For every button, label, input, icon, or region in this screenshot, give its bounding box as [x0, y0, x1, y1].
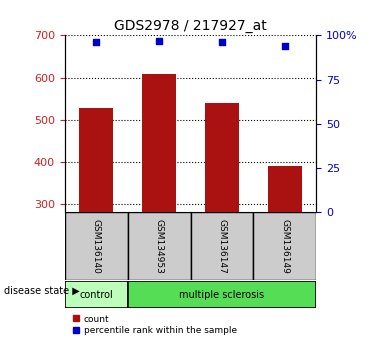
Title: GDS2978 / 217927_at: GDS2978 / 217927_at [114, 19, 267, 33]
Text: GSM136147: GSM136147 [218, 218, 226, 274]
Text: GSM136149: GSM136149 [280, 218, 289, 274]
Bar [142, 74, 176, 212]
Text: control: control [79, 290, 113, 300]
Point [282, 43, 288, 49]
Bar [79, 108, 114, 212]
Text: GSM134953: GSM134953 [155, 218, 164, 274]
Point [156, 38, 162, 44]
Bar [268, 166, 302, 212]
Legend: count, percentile rank within the sample: count, percentile rank within the sample [69, 311, 240, 339]
Point [219, 40, 225, 45]
FancyBboxPatch shape [65, 281, 128, 308]
FancyBboxPatch shape [128, 281, 316, 308]
Text: GSM136140: GSM136140 [92, 218, 101, 274]
FancyBboxPatch shape [253, 212, 316, 280]
Bar [205, 103, 239, 212]
Text: disease state ▶: disease state ▶ [4, 286, 80, 296]
Point [93, 40, 99, 45]
Text: multiple sclerosis: multiple sclerosis [179, 290, 265, 300]
FancyBboxPatch shape [65, 212, 128, 280]
FancyBboxPatch shape [191, 212, 253, 280]
FancyBboxPatch shape [128, 212, 191, 280]
